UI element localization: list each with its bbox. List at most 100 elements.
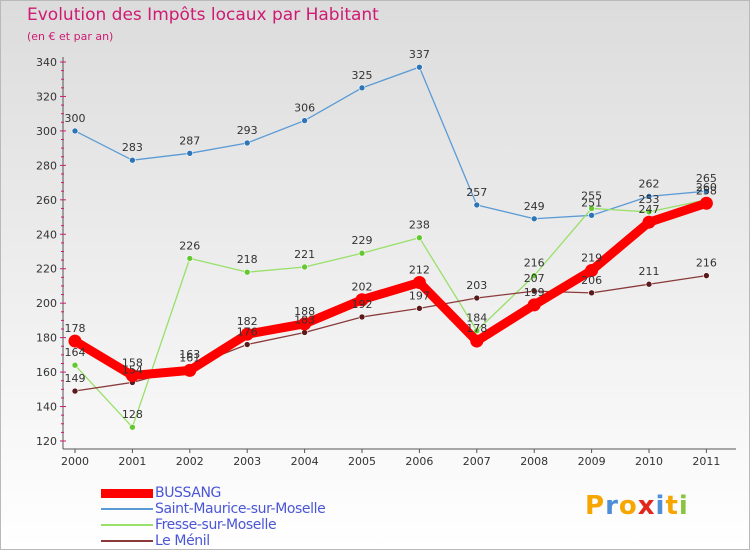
- x-tick-label: 2003: [233, 455, 261, 468]
- x-tick-label: 2011: [692, 455, 720, 468]
- data-label-fresse-sur-moselle: 221: [294, 248, 315, 261]
- data-label-saint-maurice-sur-moselle: 337: [409, 48, 430, 61]
- data-point-saint-maurice-sur-moselle: [243, 139, 251, 147]
- y-tick-label: 280: [36, 159, 57, 172]
- data-label-fresse-sur-moselle: 255: [581, 189, 602, 202]
- data-point-fresse-sur-moselle: [129, 423, 136, 431]
- data-label-le-m-nil: 183: [294, 313, 315, 326]
- data-point-fresse-sur-moselle: [530, 272, 538, 279]
- data-label-saint-maurice-sur-moselle: 249: [524, 200, 545, 213]
- x-tick-label: 2000: [61, 455, 89, 468]
- legend-item-fresse: Fresse-sur-Moselle: [101, 517, 277, 533]
- data-point-fresse-sur-moselle: [358, 249, 366, 257]
- data-label-bussang: 158: [122, 357, 143, 370]
- x-tick-label: 2002: [176, 455, 204, 468]
- data-point-saint-maurice-sur-moselle: [186, 150, 194, 157]
- data-label-fresse-sur-moselle: 260: [696, 181, 717, 194]
- brand-letter: r: [605, 491, 619, 521]
- chart-title: Evolution des Impôts locaux par Habitant: [27, 5, 379, 25]
- data-label-bussang: 247: [639, 203, 660, 216]
- data-point-le-m-nil: [243, 341, 251, 348]
- data-point-fresse-sur-moselle: [71, 361, 79, 369]
- data-point-saint-maurice-sur-moselle: [358, 84, 366, 92]
- data-label-fresse-sur-moselle: 164: [65, 346, 86, 359]
- data-point-saint-maurice-sur-moselle: [416, 63, 423, 71]
- data-label-saint-maurice-sur-moselle: 251: [581, 196, 602, 209]
- data-point-saint-maurice-sur-moselle: [473, 201, 481, 209]
- data-point-le-m-nil: [301, 329, 308, 336]
- data-label-bussang: 212: [409, 264, 430, 277]
- data-point-bussang: [183, 363, 197, 377]
- x-tick-label: 2004: [291, 455, 319, 468]
- data-point-fresse-sur-moselle: [243, 268, 251, 276]
- data-label-bussang: 182: [237, 315, 258, 328]
- data-label-saint-maurice-sur-moselle: 283: [122, 141, 143, 154]
- y-tick-label: 320: [36, 90, 57, 103]
- x-tick-label: 2007: [463, 455, 491, 468]
- data-point-bussang: [68, 334, 82, 348]
- y-tick-label: 140: [36, 401, 57, 414]
- x-tick-label: 2008: [520, 455, 548, 468]
- data-point-fresse-sur-moselle: [473, 327, 481, 335]
- data-point-bussang: [412, 276, 426, 290]
- data-point-bussang: [527, 298, 541, 312]
- x-tick-label: 2010: [635, 455, 663, 468]
- data-point-saint-maurice-sur-moselle: [530, 215, 538, 223]
- data-label-saint-maurice-sur-moselle: 306: [294, 102, 315, 115]
- y-tick-label: 240: [36, 228, 57, 241]
- data-label-le-m-nil: 211: [639, 265, 660, 278]
- y-tick-label: 180: [36, 332, 57, 345]
- y-tick-label: 300: [36, 125, 57, 138]
- brand-letter: o: [618, 491, 638, 521]
- legend-swatch-saint-maurice: [101, 508, 153, 510]
- data-point-bussang: [125, 369, 139, 383]
- brand-letter: P: [585, 491, 606, 521]
- y-tick-label: 260: [36, 194, 57, 207]
- data-label-saint-maurice-sur-moselle: 265: [696, 172, 717, 185]
- y-tick-label: 340: [36, 56, 57, 69]
- data-point-le-m-nil: [588, 289, 595, 297]
- y-tick-label: 220: [36, 263, 57, 276]
- data-label-bussang: 188: [294, 305, 315, 318]
- brand-letter: i: [655, 491, 666, 521]
- data-point-le-m-nil: [473, 294, 481, 302]
- data-point-bussang: [585, 263, 599, 277]
- data-label-bussang: 178: [466, 322, 487, 335]
- data-label-bussang: 202: [352, 281, 373, 294]
- legend-item-le-menil: Le Ménil: [101, 533, 210, 549]
- y-tick-label: 160: [36, 366, 57, 379]
- data-point-bussang: [642, 215, 656, 229]
- x-tick-label: 2005: [348, 455, 376, 468]
- data-point-saint-maurice-sur-moselle: [71, 127, 79, 135]
- data-point-saint-maurice-sur-moselle: [129, 156, 136, 164]
- data-label-bussang: 258: [696, 184, 717, 197]
- data-point-bussang: [699, 196, 713, 210]
- data-point-saint-maurice-sur-moselle: [703, 187, 710, 195]
- data-point-saint-maurice-sur-moselle: [588, 212, 595, 219]
- data-point-le-m-nil: [416, 305, 423, 312]
- legend-swatch-fresse: [101, 524, 153, 526]
- data-point-fresse-sur-moselle: [186, 255, 194, 262]
- data-label-le-m-nil: 207: [524, 272, 545, 285]
- data-label-saint-maurice-sur-moselle: 257: [466, 186, 487, 199]
- series-line-fresse-sur-moselle: [74, 199, 708, 428]
- data-point-fresse-sur-moselle: [301, 263, 308, 271]
- data-point-le-m-nil: [645, 280, 653, 288]
- data-point-le-m-nil: [358, 313, 366, 321]
- data-label-saint-maurice-sur-moselle: 287: [179, 134, 200, 147]
- data-label-bussang: 178: [65, 322, 86, 335]
- data-point-fresse-sur-moselle: [416, 234, 423, 242]
- data-label-fresse-sur-moselle: 238: [409, 219, 430, 232]
- y-tick-label: 120: [36, 435, 57, 448]
- data-point-le-m-nil: [71, 387, 79, 395]
- data-label-fresse-sur-moselle: 128: [122, 408, 143, 421]
- legend-item-bussang: BUSSANG: [101, 485, 221, 501]
- data-label-saint-maurice-sur-moselle: 325: [352, 69, 373, 82]
- x-tick-label: 2006: [405, 455, 433, 468]
- data-label-le-m-nil: 206: [581, 274, 602, 287]
- x-tick-label: 2009: [578, 455, 606, 468]
- data-label-bussang: 219: [581, 251, 602, 264]
- data-label-le-m-nil: 203: [466, 279, 487, 292]
